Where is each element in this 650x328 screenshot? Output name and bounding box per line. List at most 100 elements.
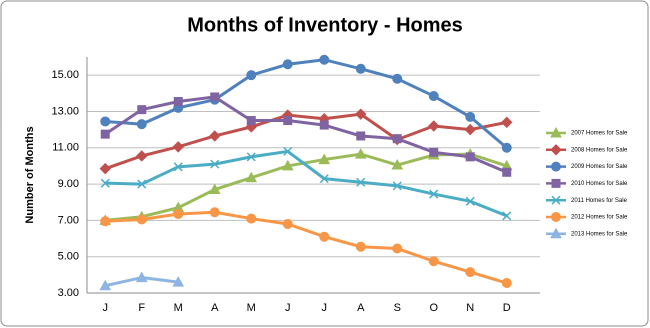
data-point [319, 231, 330, 242]
data-point [100, 216, 111, 227]
data-point [392, 134, 402, 144]
data-point [173, 209, 184, 220]
y-tick-label: 7.00 [58, 214, 79, 226]
data-point [355, 241, 366, 252]
legend-label: 2010 Homes for Sale [571, 181, 628, 187]
data-point [319, 54, 330, 65]
data-point [356, 177, 366, 187]
data-point [173, 96, 183, 106]
data-point [246, 152, 256, 162]
x-tick-label: J [103, 302, 109, 314]
series-line [104, 95, 508, 174]
legend-label: 2009 Homes for Sale [571, 164, 628, 170]
data-point [465, 196, 475, 206]
data-point [281, 159, 294, 171]
data-point [502, 167, 512, 177]
y-tick-label: 3.00 [58, 287, 79, 299]
data-point [100, 116, 111, 127]
data-point [282, 219, 293, 230]
data-point [99, 279, 112, 291]
legend-marker [550, 144, 562, 156]
data-point [210, 92, 220, 102]
legend-marker [551, 212, 561, 222]
data-point [429, 189, 439, 199]
data-point [283, 116, 293, 126]
x-tick-label: N [466, 302, 474, 314]
data-point [501, 278, 512, 289]
series-line [105, 149, 508, 218]
data-point [392, 73, 403, 84]
data-point [173, 162, 183, 172]
data-point [172, 141, 184, 153]
data-point [319, 120, 329, 130]
y-tick-label: 11.00 [52, 142, 79, 154]
legend-label: 2008 Homes for Sale [571, 147, 628, 153]
data-point [99, 162, 111, 175]
legend-marker [551, 161, 561, 172]
series-line [105, 152, 508, 222]
x-tick-label: A [357, 302, 365, 314]
x-tick-label: D [503, 302, 511, 314]
legend-marker [550, 126, 562, 138]
data-point [283, 146, 293, 156]
data-point [137, 179, 147, 189]
data-point [428, 256, 439, 267]
legend-label: 2012 Homes for Sale [571, 215, 628, 221]
legend-label: 2011 Homes for Sale [571, 198, 628, 204]
series-line [104, 112, 508, 171]
data-point [392, 181, 402, 191]
legend-marker [551, 178, 561, 188]
data-point [136, 119, 147, 130]
x-tick-label: M [174, 302, 183, 314]
data-point [135, 271, 148, 283]
data-point [355, 108, 367, 120]
series-line [105, 210, 508, 285]
data-point [209, 130, 221, 142]
data-point [210, 159, 220, 169]
data-point [209, 207, 220, 218]
legend-marker [551, 195, 561, 205]
x-tick-label: J [285, 302, 291, 314]
data-point [391, 158, 404, 170]
y-tick-label: 13.00 [51, 105, 79, 117]
legend-label: 2007 Homes for Sale [571, 131, 628, 137]
y-axis-label: Number of Months [24, 126, 36, 223]
data-point [319, 174, 329, 184]
y-tick-label: 9.00 [58, 178, 79, 190]
data-point [355, 63, 366, 74]
data-point [100, 129, 110, 139]
x-tick-label: F [138, 302, 145, 314]
data-point [100, 178, 110, 188]
data-point [136, 150, 148, 162]
x-tick-label: S [394, 302, 401, 314]
legend-marker [550, 227, 562, 239]
data-point [501, 142, 512, 153]
data-point [246, 70, 257, 81]
data-point [356, 131, 366, 141]
x-tick-label: M [247, 302, 256, 314]
data-point [136, 214, 147, 225]
data-point [392, 243, 403, 254]
data-point [428, 120, 440, 132]
data-point [208, 183, 221, 195]
y-tick-label: 5.00 [58, 251, 79, 263]
data-point [246, 116, 256, 126]
data-point [318, 153, 331, 165]
data-point [465, 111, 476, 122]
data-point [464, 123, 476, 136]
data-point [354, 148, 367, 159]
x-tick-label: O [429, 302, 438, 314]
data-point [465, 152, 475, 162]
data-point [428, 91, 439, 102]
y-tick-label: 15.00 [51, 69, 79, 81]
legend-label: 2013 Homes for Sale [571, 231, 628, 237]
data-point [172, 276, 185, 287]
data-point [282, 59, 293, 70]
data-point [245, 171, 258, 183]
x-tick-label: A [211, 302, 219, 314]
data-point [502, 211, 512, 221]
data-point [137, 105, 147, 115]
series-line [105, 58, 508, 149]
x-tick-label: J [322, 302, 328, 314]
